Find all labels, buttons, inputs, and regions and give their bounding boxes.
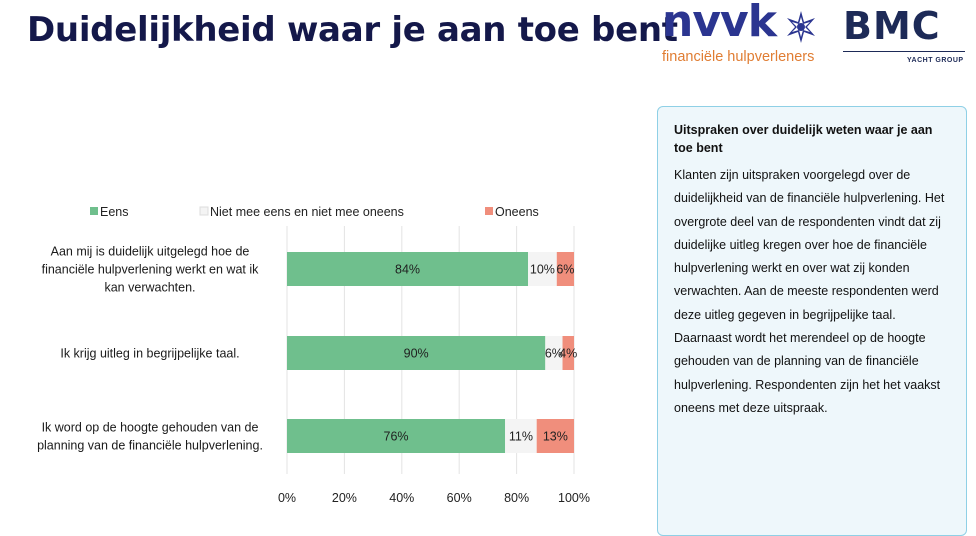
- bmc-logo: BMC YACHT GROUP: [843, 4, 968, 68]
- category-label: financiële hulpverlening werkt en wat ik: [42, 263, 260, 277]
- bar-1-0: [528, 252, 557, 286]
- stacked-bar-chart: 0% 20% 40% 60% 80% 100% Eens Niet mee eens en n…: [37, 205, 590, 505]
- summary-panel-body: Klanten zijn uitspraken voorgelegd over …: [674, 168, 945, 415]
- category-label: Aan mij is duidelijk uitgelegd hoe de: [51, 245, 250, 259]
- x-tick-label: 60%: [447, 491, 472, 505]
- x-tick-label: 20%: [332, 491, 357, 505]
- summary-panel: Uitspraken over duidelijk weten waar je …: [657, 106, 967, 536]
- legend-label: Eens: [100, 205, 129, 219]
- bmc-logo-tagline: YACHT GROUP: [907, 57, 964, 64]
- data-label: 10%: [530, 263, 555, 277]
- bar-0-2: [287, 419, 506, 453]
- data-label: 13%: [543, 430, 568, 444]
- category-label: planning van de financiële hulpverlening…: [37, 439, 263, 453]
- bar-2-1: [562, 336, 574, 370]
- x-tick-label: 80%: [504, 491, 529, 505]
- bar-2-0: [556, 252, 574, 286]
- category-label: kan verwachten.: [104, 281, 195, 295]
- legend-swatch: [90, 207, 98, 215]
- data-label: 90%: [404, 347, 429, 361]
- bmc-logo-wordmark: BMC: [843, 4, 941, 48]
- page-title: Duidelijkheid waar je aan toe bent: [27, 10, 678, 50]
- x-tick-label: 0%: [278, 491, 296, 505]
- data-label: 76%: [384, 430, 409, 444]
- data-label: 6%: [556, 263, 574, 277]
- legend-swatch: [199, 206, 209, 216]
- bar-0-0: [287, 252, 529, 286]
- nvvk-logo: nvvk financiële hulpverleners: [662, 0, 832, 68]
- bmc-logo-divider: [843, 51, 965, 52]
- bar-0-1: [287, 336, 546, 370]
- x-tick-label: 100%: [558, 491, 590, 505]
- data-label: 6%: [545, 347, 563, 361]
- nvvk-logo-tagline: financiële hulpverleners: [662, 49, 815, 65]
- data-label: 4%: [559, 347, 577, 361]
- nvvk-logo-wordmark: nvvk: [662, 0, 777, 47]
- data-label: 11%: [509, 430, 533, 444]
- data-label: 84%: [395, 263, 420, 277]
- legend-label: Niet mee eens en niet mee oneens: [210, 205, 404, 219]
- category-label: Ik krijg uitleg in begrijpelijke taal.: [60, 347, 239, 361]
- bar-1-1: [545, 336, 563, 370]
- bar-1-2: [505, 419, 537, 453]
- legend-swatch: [485, 207, 493, 215]
- x-tick-label: 40%: [389, 491, 414, 505]
- category-label: Ik word op de hoogte gehouden van de: [42, 421, 259, 435]
- summary-panel-title: Uitspraken over duidelijk weten waar je …: [674, 123, 933, 155]
- nvvk-star-icon: [787, 11, 815, 43]
- legend-label: Oneens: [495, 205, 539, 219]
- bar-2-2: [536, 419, 574, 453]
